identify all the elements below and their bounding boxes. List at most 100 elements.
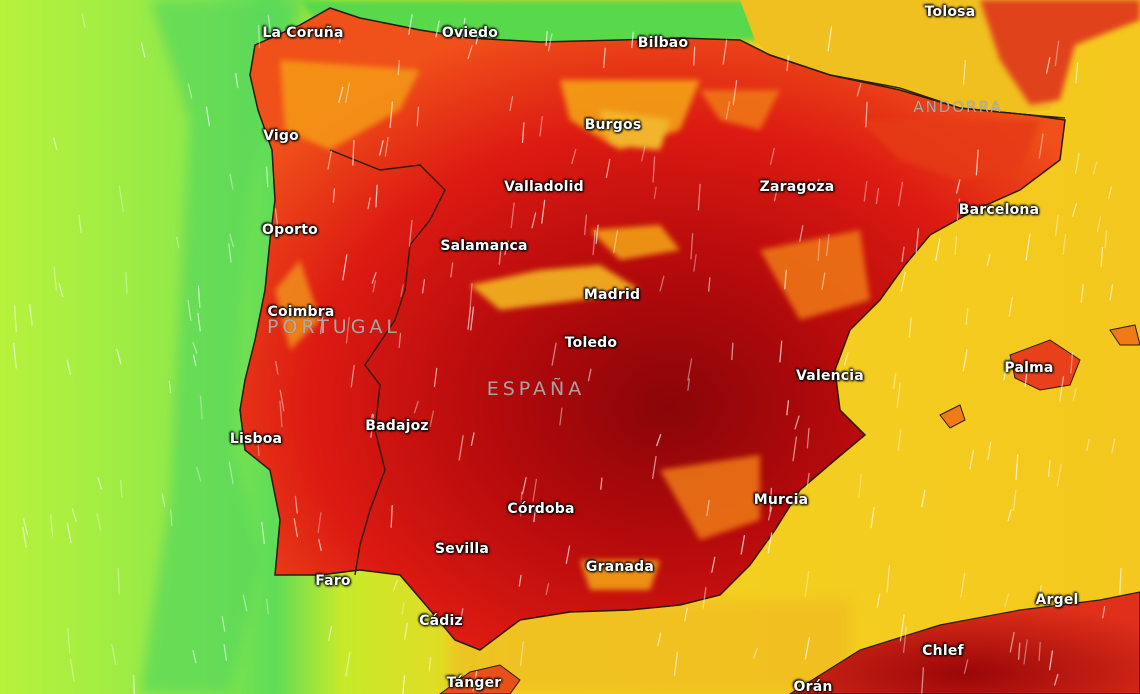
wind-streak: [345, 651, 351, 677]
atlantic-coast-band: [140, 0, 300, 694]
city-label-valladolid[interactable]: Valladolid: [504, 179, 584, 195]
city-label-cadiz[interactable]: Cádiz: [419, 613, 463, 629]
wind-streak: [433, 367, 438, 387]
city-label-zaragoza[interactable]: Zaragoza: [759, 179, 835, 195]
city-label-toledo[interactable]: Toledo: [564, 335, 618, 351]
wind-streak: [318, 539, 322, 551]
wind-streak: [221, 616, 226, 632]
city-label-madrid[interactable]: Madrid: [583, 287, 641, 303]
wind-streak: [472, 670, 478, 692]
morocco-tip: [439, 664, 521, 694]
wind-streak: [1100, 247, 1104, 267]
wind-streak: [603, 47, 606, 69]
wind-streak: [29, 304, 33, 326]
wind-streak: [1038, 584, 1042, 603]
city-label-faro[interactable]: Faro: [315, 573, 351, 589]
city-label-tolosa[interactable]: Tolosa: [924, 4, 976, 20]
city-label-chlef[interactable]: Chlef: [922, 643, 964, 659]
wind-streak: [693, 253, 697, 272]
city-label-vigo[interactable]: Vigo: [263, 128, 299, 144]
city-label-lisboa[interactable]: Lisboa: [229, 431, 283, 447]
city-label-oran[interactable]: Orán: [793, 679, 833, 694]
wind-streak: [592, 229, 596, 256]
wind-streak: [1038, 133, 1044, 159]
wind-streak: [229, 173, 234, 190]
wind-streak: [1003, 359, 1009, 381]
wind-streak: [584, 214, 588, 236]
wind-streak: [235, 73, 239, 89]
wind-streak: [161, 493, 166, 508]
wind-streak: [1111, 438, 1116, 454]
wind-streak: [510, 202, 515, 229]
city-label-la-coruna[interactable]: La Coruña: [262, 25, 344, 41]
wind-streak: [1048, 650, 1054, 671]
wind-streak: [753, 647, 758, 659]
wind-streak: [921, 489, 926, 508]
wind-streak: [50, 514, 54, 537]
wind-streak: [1053, 673, 1059, 686]
iberian-peninsula: [239, 7, 1066, 651]
city-label-burgos[interactable]: Burgos: [584, 117, 642, 133]
wind-streak: [631, 31, 634, 49]
city-label-granada[interactable]: Granada: [585, 559, 655, 575]
wind-streak: [1054, 40, 1060, 67]
wind-streak: [197, 285, 201, 308]
wind-streak: [865, 101, 868, 128]
wind-streak: [731, 342, 734, 361]
wind-streak: [693, 46, 696, 66]
wind-streak: [1045, 57, 1051, 74]
wind-streak: [1109, 284, 1114, 301]
city-label-murcia[interactable]: Murcia: [753, 492, 809, 508]
wind-streak: [345, 316, 350, 344]
city-label-tanger[interactable]: Tánger: [446, 675, 502, 691]
wind-streak: [229, 233, 235, 248]
wind-streak: [187, 83, 193, 99]
wind-streak: [470, 432, 475, 447]
wind-streak: [1102, 606, 1106, 619]
wind-streak: [773, 186, 779, 202]
wind-streak: [279, 400, 283, 428]
city-label-coimbra[interactable]: Coimbra: [267, 304, 335, 320]
wind-streak: [192, 649, 197, 664]
wind-streak: [429, 410, 435, 427]
city-label-valencia[interactable]: Valencia: [796, 368, 864, 384]
wind-streak: [1054, 214, 1059, 237]
wind-streak: [858, 473, 862, 498]
wind-streak: [1023, 639, 1028, 665]
wind-streak: [370, 414, 375, 438]
wind-streak: [641, 145, 646, 162]
wind-streak: [327, 150, 332, 170]
city-label-oporto[interactable]: Oporto: [262, 222, 318, 238]
city-label-cordoba[interactable]: Córdoba: [507, 501, 575, 517]
wind-streak: [1062, 233, 1067, 256]
wind-streak: [804, 637, 810, 660]
wind-streak: [786, 55, 790, 72]
wind-streak: [900, 271, 906, 292]
wind-streak: [58, 282, 64, 298]
wind-streak: [684, 607, 688, 622]
wind-streak: [402, 675, 406, 694]
wind-streak: [404, 622, 408, 640]
city-label-argel[interactable]: Argel: [1035, 592, 1079, 608]
city-label-bilbao[interactable]: Bilbao: [637, 35, 689, 51]
wind-streak: [375, 184, 378, 208]
wind-streak: [1119, 567, 1122, 595]
wind-streak: [69, 658, 75, 682]
wind-streak: [242, 594, 248, 612]
city-label-sevilla[interactable]: Sevilla: [435, 541, 489, 557]
city-label-oviedo[interactable]: Oviedo: [441, 25, 499, 41]
wind-streak: [792, 436, 798, 462]
city-label-badajoz[interactable]: Badajoz: [365, 418, 429, 434]
country-label-portugal: PORTUGAL: [266, 316, 402, 338]
wind-streak: [265, 598, 269, 615]
wind-streak: [571, 148, 577, 165]
wind-streak: [1070, 351, 1074, 374]
wind-streak: [205, 106, 211, 127]
city-label-salamanca[interactable]: Salamanca: [440, 238, 528, 254]
city-label-palma[interactable]: Palma: [1004, 360, 1054, 376]
wind-streak: [769, 487, 773, 513]
wind-streak: [458, 435, 464, 461]
city-label-barcelona[interactable]: Barcelona: [958, 202, 1040, 218]
